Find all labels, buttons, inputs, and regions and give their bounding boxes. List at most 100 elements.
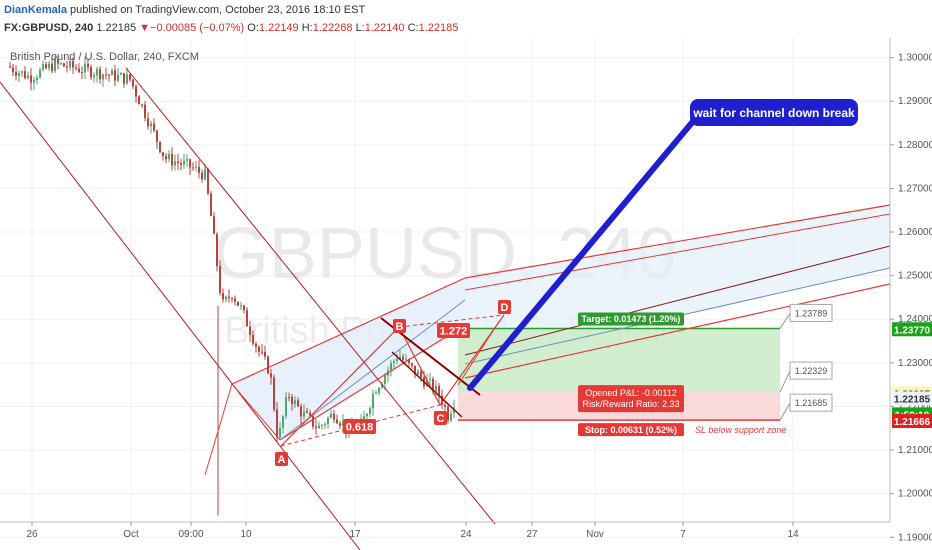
candle-body: [273, 377, 275, 410]
candle-body: [93, 75, 95, 78]
abcd-bd-dashed: [398, 314, 505, 328]
y-tick-label: 1.26000: [898, 227, 932, 238]
y-tick-label: 1.28000: [898, 140, 932, 151]
callout-pointer: [779, 402, 791, 421]
candle-body: [39, 69, 41, 78]
pattern-label-a-bg: [275, 452, 288, 466]
ascending-channel-upper: [231, 277, 466, 385]
candle-body: [363, 416, 365, 419]
candle-body: [147, 118, 149, 127]
candle-body: [219, 266, 221, 294]
candle-body: [264, 351, 266, 357]
candle-body: [318, 425, 320, 429]
annotation-bg: [690, 99, 858, 126]
candle-body: [297, 400, 299, 407]
candle-body: [171, 153, 173, 166]
candle-body: [216, 233, 218, 267]
candle-body: [72, 61, 74, 68]
fib-label-0618-bg: [343, 419, 376, 434]
channel-fill-right: [465, 205, 890, 364]
price-tag: 1.22185: [894, 394, 931, 405]
candle-body: [333, 413, 335, 420]
y-tick-label: 1.22000: [898, 401, 932, 412]
candle-body: [291, 396, 293, 405]
candle-body: [267, 356, 269, 374]
candle-body: [393, 360, 395, 363]
candle-body: [420, 371, 422, 378]
candle-body: [408, 359, 410, 364]
ohlc-line: FX:GBPUSD, 240 1.22185 ▼−0.00085 (−0.07%…: [4, 22, 458, 34]
low-value: 1.22140: [364, 22, 405, 34]
candle-body: [99, 69, 101, 80]
position-stop-label: Stop: 0.00631 (0.52%): [585, 425, 677, 435]
open-value: 1.22149: [258, 22, 299, 34]
candle-body: [309, 412, 311, 416]
channel-upper-ext: [464, 204, 891, 279]
abcd-ac-dashed: [280, 404, 441, 447]
candle-body: [438, 385, 440, 396]
candle-body: [396, 358, 398, 361]
descending-channel-line: [125, 67, 496, 525]
candle-body: [168, 153, 170, 160]
candle-body: [96, 69, 98, 76]
candle-body: [111, 70, 113, 76]
y-tick-label: 1.23000: [898, 358, 932, 369]
channel-upper-inner: [464, 213, 891, 291]
candle-body: [282, 416, 284, 428]
candle-body: [306, 411, 308, 413]
symbol-label: FX:GBPUSD, 240: [4, 22, 94, 34]
low-label: L:: [355, 22, 365, 34]
callout-pointer: [779, 370, 791, 393]
candle-body: [231, 298, 233, 300]
author-link[interactable]: DianKemala: [4, 4, 67, 16]
sl-note: SL below support zone: [695, 425, 786, 435]
candle-body: [123, 73, 125, 84]
candle-body: [132, 79, 134, 87]
candle-body: [237, 301, 239, 306]
candle-body: [324, 424, 326, 426]
x-tick-label: 26: [26, 529, 38, 540]
candle-body: [288, 396, 290, 398]
open-label: O:: [247, 22, 259, 34]
candle-body: [42, 64, 44, 70]
down-channel-bottom: [391, 351, 463, 418]
candle-body: [174, 161, 176, 166]
candle-body: [276, 409, 278, 438]
position-pnl-box-bg: [578, 385, 684, 413]
candle-body: [312, 415, 314, 427]
candle-body: [381, 383, 383, 388]
candle-body: [9, 66, 11, 68]
callout-text: 1.21685: [795, 398, 828, 408]
candle-body: [366, 413, 368, 417]
candle-body: [141, 104, 143, 106]
candle-body: [12, 67, 14, 73]
candle-body: [183, 160, 185, 165]
candle-body: [21, 71, 23, 73]
candle-body: [252, 335, 254, 344]
price-tag-bg: [892, 391, 932, 406]
candle-body: [429, 378, 431, 380]
candle-body: [45, 64, 47, 69]
candle-body: [375, 392, 377, 394]
y-tick-label: 1.21000: [898, 445, 932, 456]
candle-body: [222, 293, 224, 300]
callout-text: 1.23789: [795, 308, 828, 318]
callout-box: [789, 361, 833, 380]
candle-body: [339, 423, 341, 426]
y-tick-label: 1.19000: [898, 532, 932, 543]
candle-body: [15, 72, 17, 76]
candle-body: [198, 166, 200, 173]
price-tag: 1.23770: [894, 325, 931, 336]
channel-edge: [231, 383, 281, 441]
candle-body: [303, 411, 305, 417]
candle-body: [228, 296, 230, 299]
candle-body: [156, 130, 158, 142]
callout-box: [789, 393, 833, 412]
candle-body: [450, 413, 452, 421]
candle-body: [75, 67, 77, 69]
candle-body: [84, 63, 86, 73]
fib-label-1272: 1.272: [440, 325, 468, 337]
price-tag: 1.21666: [894, 417, 931, 428]
candle-body: [201, 172, 203, 180]
